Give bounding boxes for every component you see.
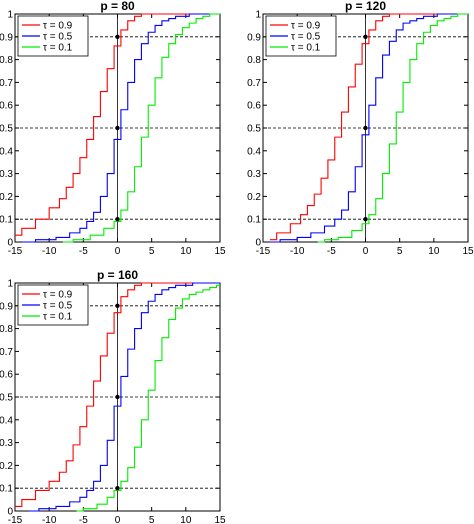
y-tick-label: 1: [255, 10, 261, 21]
legend-label-2: τ = 0.5: [291, 32, 321, 43]
legend-label-1: τ = 0.9: [43, 21, 73, 32]
y-tick-label: 0.3: [0, 438, 13, 449]
series-line-1: [15, 13, 220, 236]
x-tick-label: -5: [79, 515, 88, 524]
y-tick-label: 1: [7, 279, 13, 290]
x-tick-label: -15: [8, 515, 23, 524]
series-line-1: [15, 282, 220, 507]
x-tick-label: 10: [428, 246, 440, 257]
legend-label-3: τ = 0.1: [43, 43, 73, 54]
x-tick-label: 15: [214, 246, 226, 257]
chart-title: p = 120: [345, 0, 386, 13]
x-tick-label: -10: [290, 246, 305, 257]
legend-label-3: τ = 0.1: [291, 43, 321, 54]
x-tick-label: -15: [8, 246, 23, 257]
x-tick-label: 10: [180, 246, 192, 257]
y-tick-label: 0.5: [0, 393, 13, 404]
x-tick-label: 5: [397, 246, 403, 257]
x-tick-label: -15: [256, 246, 271, 257]
y-tick-label: 0.7: [0, 347, 13, 358]
y-tick-label: 0.3: [0, 169, 13, 180]
y-tick-label: 0.1: [0, 215, 13, 226]
x-tick-label: 10: [180, 515, 192, 524]
y-tick-label: 0.7: [0, 78, 13, 89]
chart-title: p = 160: [97, 268, 138, 282]
series-line-1: [269, 13, 468, 241]
y-tick-label: 0.5: [0, 124, 13, 135]
series-line-3: [317, 13, 468, 243]
legend-label-1: τ = 0.9: [43, 290, 73, 301]
x-tick-label: -5: [79, 246, 88, 257]
y-tick-label: 0.4: [247, 146, 261, 157]
x-tick-label: 0: [363, 246, 369, 257]
x-tick-label: 5: [149, 246, 155, 257]
series-line-2: [28, 282, 220, 512]
y-tick-label: 0.5: [247, 124, 261, 135]
y-tick-label: 0.4: [0, 146, 13, 157]
x-tick-label: -5: [327, 246, 336, 257]
series-line-3: [76, 284, 220, 512]
y-tick-label: 0.2: [0, 192, 13, 203]
y-tick-label: 0: [7, 238, 13, 249]
y-tick-label: 0.3: [247, 169, 261, 180]
y-tick-label: 0.6: [0, 370, 13, 381]
series-line-3: [62, 13, 220, 243]
y-tick-label: 0: [255, 238, 261, 249]
legend-label-2: τ = 0.5: [43, 32, 73, 43]
y-tick-label: 0.8: [247, 55, 261, 66]
marker-point: [115, 125, 120, 131]
y-tick-label: 0.6: [0, 101, 13, 112]
y-tick-label: 0.1: [0, 484, 13, 495]
series-line-2: [269, 13, 468, 243]
marker-point: [363, 125, 368, 131]
chart-title: p = 80: [100, 0, 135, 13]
legend-label-1: τ = 0.9: [291, 21, 321, 32]
y-tick-label: 1: [7, 10, 13, 21]
x-tick-label: -10: [42, 515, 57, 524]
chart-panel-1: p = 80 0 0.1 0.2 0.3 0.4 0.5 0.6 0.7 0.8 0.9 1 -15 -1…: [0, 0, 226, 257]
legend-label-3: τ = 0.1: [43, 312, 73, 323]
marker-point: [115, 303, 120, 308]
y-tick-label: 0.4: [0, 415, 13, 426]
y-tick-label: 0.8: [0, 55, 13, 66]
y-tick-label: 0.2: [247, 192, 261, 203]
y-tick-label: 0.9: [0, 301, 13, 312]
x-tick-label: 15: [214, 515, 226, 524]
y-tick-label: 0.9: [247, 32, 261, 43]
marker-point: [115, 394, 120, 400]
marker-point: [363, 34, 368, 39]
legend-label-2: τ = 0.5: [43, 301, 73, 312]
chart-panel-2: p = 120 0 0.1 0.2 0.3 0.4 0.5 0.6 0.7 0.8 0.9 1 -15 -…: [247, 0, 474, 257]
marker-point: [363, 217, 368, 222]
y-tick-label: 0.9: [0, 32, 13, 43]
y-tick-label: 0.2: [0, 461, 13, 472]
series-line-2: [21, 13, 220, 243]
y-tick-label: 0.1: [247, 215, 261, 226]
x-tick-label: 0: [115, 515, 121, 524]
y-tick-label: 0.7: [247, 78, 261, 89]
marker-point: [115, 486, 120, 491]
chart-panel-3: p = 160 0 0.1 0.2 0.3 0.4 0.5 0.6 0.7 0.8 0.9 1 -15 -…: [0, 268, 226, 524]
marker-point: [115, 34, 120, 39]
x-tick-label: -10: [42, 246, 57, 257]
x-tick-label: 0: [115, 246, 121, 257]
y-tick-label: 0: [7, 507, 13, 518]
y-tick-label: 0.6: [247, 101, 261, 112]
x-tick-label: 15: [462, 246, 474, 257]
marker-point: [115, 217, 120, 222]
x-tick-label: 5: [149, 515, 155, 524]
y-tick-label: 0.8: [0, 324, 13, 335]
